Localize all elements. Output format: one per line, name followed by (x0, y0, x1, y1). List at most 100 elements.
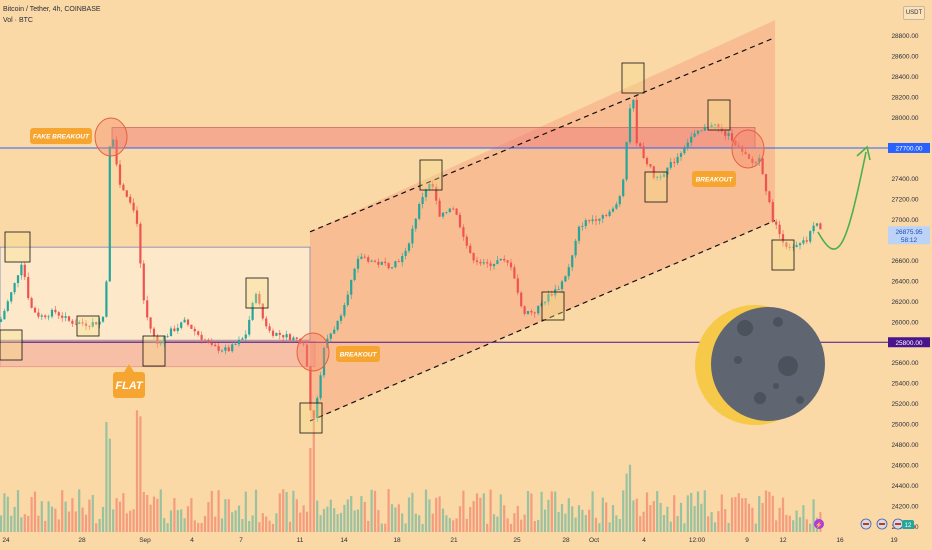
volume-bar (244, 491, 247, 532)
volume-bar (554, 491, 557, 532)
volume-bar (173, 498, 176, 532)
candle-body (309, 366, 312, 411)
candle-body (176, 327, 179, 331)
time-tick: 11 (297, 537, 304, 544)
volume-bar (197, 522, 200, 532)
volume-bar (424, 489, 428, 532)
candle-body (812, 225, 815, 232)
price-tick: 27200.00 (891, 197, 918, 204)
volume-bar (394, 507, 397, 532)
candle-body (380, 261, 383, 265)
volume-bar (662, 514, 666, 532)
candle-body (163, 336, 166, 344)
candle-body (618, 196, 621, 205)
volume-bar (462, 490, 465, 532)
candle-body (798, 243, 802, 246)
volume-bar (384, 523, 387, 532)
candle-body (730, 133, 734, 141)
candle-body (720, 127, 723, 132)
time-tick: 18 (393, 537, 401, 544)
volume-bar (622, 490, 625, 532)
volume-bar (292, 490, 295, 532)
candle-body (346, 294, 349, 306)
volume-bar (642, 511, 645, 532)
highlight-box-6 (299, 402, 323, 434)
volume-bar (47, 501, 50, 532)
candle-body (625, 142, 628, 180)
volume-bar (91, 494, 94, 532)
volume-bar (628, 464, 632, 532)
volume-bar (241, 519, 244, 532)
volume-bar (445, 515, 448, 532)
volume-bar (112, 509, 115, 532)
volume-bar (584, 515, 587, 532)
candle-body (322, 347, 326, 376)
volume-bar (377, 510, 380, 532)
volume-bar (513, 513, 516, 532)
candle-body (543, 301, 547, 304)
price-tick: 26400.00 (891, 278, 918, 285)
candle-body (761, 158, 764, 175)
candle-body (795, 245, 798, 247)
candle-body (54, 309, 57, 313)
candle-body (268, 326, 271, 331)
candle-body (550, 294, 553, 296)
volume-bar (397, 504, 400, 532)
candle-body (200, 334, 203, 340)
candle-body (792, 246, 795, 248)
candle-body (271, 330, 275, 336)
price-marker-current (888, 226, 930, 245)
volume-bar (30, 496, 33, 532)
volume-bar (115, 498, 118, 532)
volume-bar (271, 523, 275, 532)
volume-bar (482, 493, 485, 532)
time-tick: 21 (450, 537, 458, 544)
volume-bar (560, 504, 564, 532)
time-tick: 25 (513, 537, 521, 544)
time-tick: 16 (836, 537, 844, 544)
volume-bar (775, 520, 778, 532)
volume-bar (285, 492, 288, 532)
volume-bar (13, 506, 16, 532)
candle-body (472, 252, 475, 261)
candle-body (152, 328, 156, 336)
candle-body (727, 133, 730, 136)
volume-bar (601, 497, 604, 532)
volume-bar (105, 422, 108, 532)
candle-body (669, 162, 672, 168)
candle-body (394, 261, 397, 268)
candle-body (173, 328, 176, 331)
candle-body (135, 210, 139, 224)
volume-bar (54, 508, 57, 532)
flag-stripe-2 (879, 523, 885, 525)
candle-body (768, 191, 771, 203)
candle-body (50, 309, 54, 317)
volume-bar (754, 523, 757, 532)
volume-bar (727, 522, 730, 532)
moon-crater-5 (796, 396, 804, 404)
highlight-box-12 (771, 239, 795, 271)
currency-button[interactable]: USDT (903, 6, 925, 20)
volume-bar (547, 499, 550, 532)
price-marker-27700 (888, 142, 930, 153)
price-axis: 24000.0024200.0024400.0024600.0024800.00… (891, 33, 918, 531)
volume-bar (666, 506, 669, 532)
candle-body (101, 316, 105, 322)
candle-body (734, 140, 737, 146)
volume-bar (574, 517, 577, 532)
volume-bar (469, 507, 472, 532)
candle-body (469, 245, 472, 253)
volume-bar (333, 508, 336, 532)
candle-body (747, 154, 751, 159)
candle-body (724, 131, 727, 136)
volume-bar (802, 505, 805, 532)
candle-body (13, 283, 16, 293)
price-tick: 28600.00 (891, 53, 918, 60)
candle-body (44, 315, 47, 318)
candle-body (40, 315, 43, 317)
candle-body (30, 298, 33, 308)
volume-bar (203, 515, 207, 532)
volume-bar (764, 490, 768, 532)
